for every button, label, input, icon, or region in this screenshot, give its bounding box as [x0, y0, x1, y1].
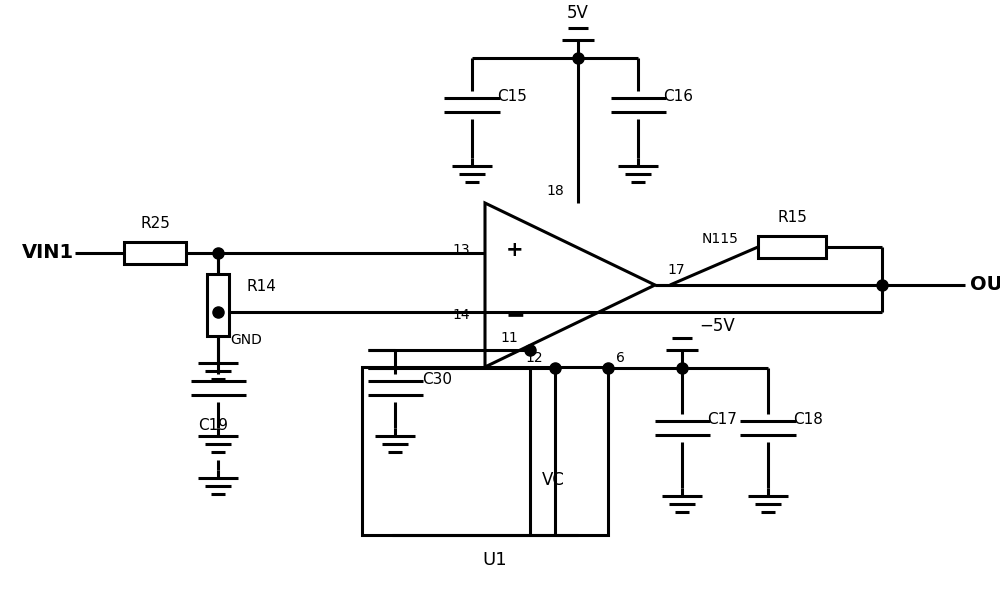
Text: 18: 18: [546, 184, 564, 198]
Text: C30: C30: [422, 373, 452, 387]
Text: 14: 14: [452, 308, 470, 322]
Text: +: +: [506, 240, 524, 260]
Text: VC: VC: [542, 471, 564, 489]
Text: U1: U1: [483, 551, 507, 569]
Text: 13: 13: [452, 243, 470, 257]
Text: 12: 12: [525, 351, 543, 365]
Bar: [362, 367, 608, 535]
Text: N115: N115: [702, 232, 738, 246]
Text: 6: 6: [616, 351, 625, 365]
Text: −5V: −5V: [699, 317, 735, 335]
Text: R14: R14: [246, 279, 276, 295]
Text: −: −: [505, 303, 525, 327]
Text: R15: R15: [777, 209, 807, 224]
Text: C19: C19: [198, 418, 228, 434]
Text: C18: C18: [793, 412, 823, 428]
Polygon shape: [485, 203, 655, 367]
Text: 17: 17: [667, 263, 685, 277]
Text: VIN1: VIN1: [22, 243, 74, 262]
Text: OUT1: OUT1: [970, 276, 1000, 295]
Text: 11: 11: [500, 331, 518, 345]
Text: 5V: 5V: [567, 4, 589, 22]
Bar: [758, 236, 826, 258]
Text: GND: GND: [230, 333, 262, 347]
Text: C17: C17: [707, 412, 737, 428]
Bar: [124, 242, 186, 264]
Text: C15: C15: [497, 90, 527, 104]
Text: R25: R25: [140, 215, 170, 231]
Bar: [207, 274, 229, 336]
Text: C16: C16: [663, 90, 693, 104]
